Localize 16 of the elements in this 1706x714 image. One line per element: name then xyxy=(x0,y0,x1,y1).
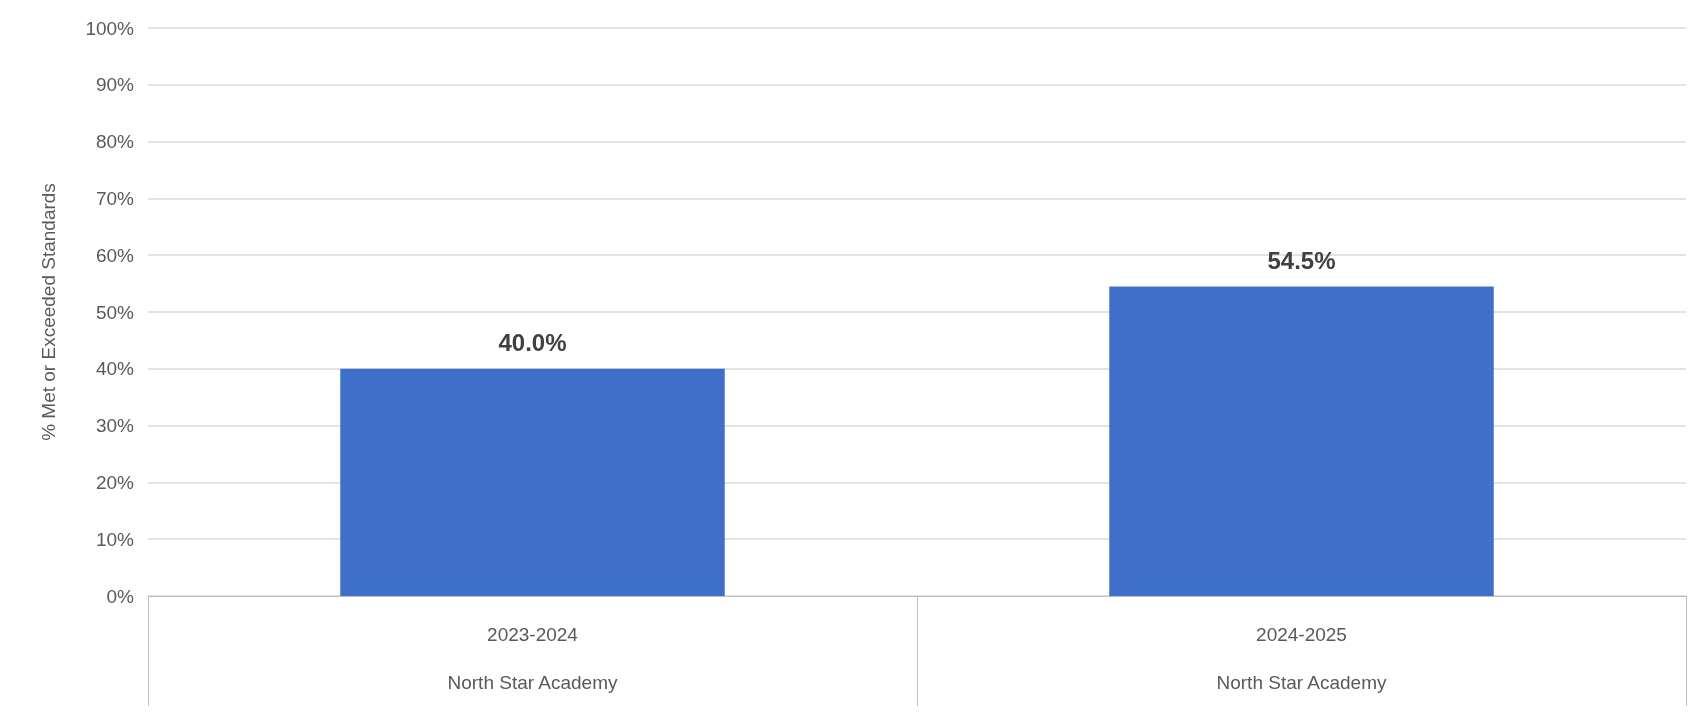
y-tick-label: 10% xyxy=(95,528,135,550)
y-tick-label: 30% xyxy=(95,415,135,437)
data-label: 40.0% xyxy=(498,329,567,357)
y-tick-label: 50% xyxy=(95,301,135,323)
y-tick-label: 70% xyxy=(95,187,135,209)
data-label: 54.5% xyxy=(1267,246,1336,274)
y-tick-label: 100% xyxy=(85,17,135,39)
y-tick-label: 20% xyxy=(95,471,135,493)
y-tick-label: 40% xyxy=(95,358,135,380)
category-label: 2023-2024 North Star Academy xyxy=(447,623,618,693)
y-tick-label: 90% xyxy=(95,74,135,96)
y-tick-label: 80% xyxy=(95,131,135,153)
y-axis-title: % Met or Exceeded Standards xyxy=(38,183,59,441)
y-tick-label: 60% xyxy=(95,244,135,266)
y-tick-label: 0% xyxy=(106,585,135,607)
category-label: 2024-2025 North Star Academy xyxy=(1216,623,1387,693)
